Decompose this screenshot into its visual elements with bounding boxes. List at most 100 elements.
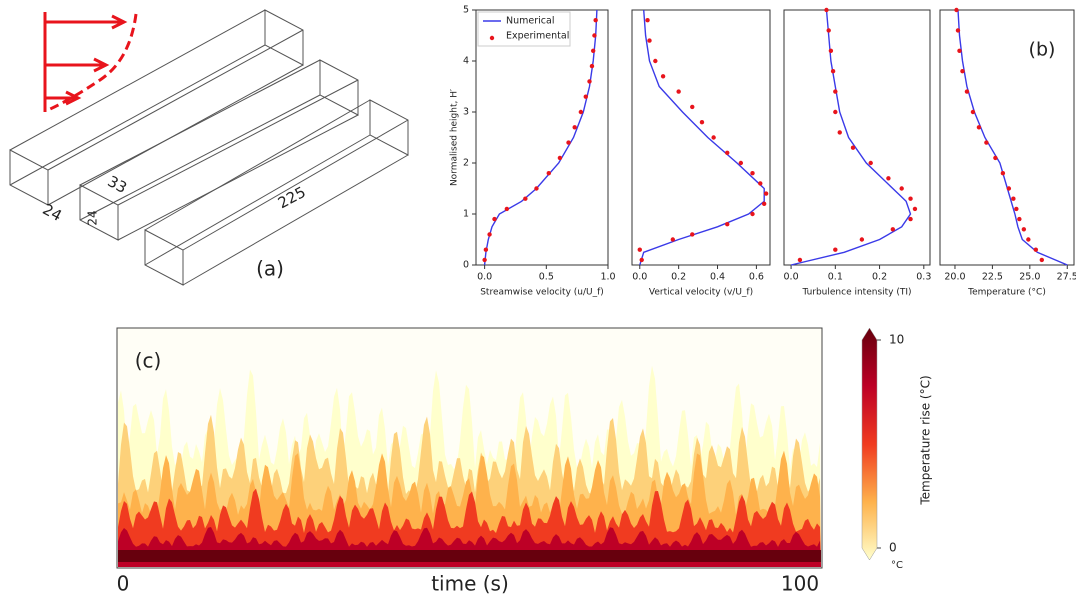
x-tick-label: 0.1 <box>828 272 843 283</box>
data-point <box>699 120 705 125</box>
data-point <box>890 227 896 232</box>
box-edge <box>182 119 409 251</box>
data-point <box>487 232 492 237</box>
data-point <box>653 58 658 64</box>
data-point <box>912 206 918 212</box>
legend-label: Numerical <box>506 16 554 27</box>
data-point <box>1033 247 1039 252</box>
data-point <box>960 69 965 74</box>
data-point <box>593 18 598 23</box>
data-point <box>1039 257 1045 263</box>
data-point <box>797 257 803 263</box>
inflow-profile <box>43 12 138 112</box>
data-point <box>886 176 891 181</box>
data-point <box>492 216 497 222</box>
data-point <box>850 145 856 150</box>
data-point <box>592 33 597 38</box>
panel-label: (b) <box>1029 39 1056 61</box>
y-tick-label: 2 <box>463 158 469 169</box>
y-tick-label: 5 <box>463 5 469 16</box>
plot-frame <box>939 9 1075 266</box>
y-tick-label: 1 <box>463 209 469 220</box>
x-tick-label: 20.0 <box>944 272 965 283</box>
x-tick-label: 0.0 <box>477 272 492 283</box>
colorbar-unit: °C <box>891 560 903 571</box>
box-face <box>319 59 359 116</box>
data-point <box>725 222 730 227</box>
data-point <box>639 257 644 263</box>
y-tick-label: 3 <box>463 107 469 118</box>
box-face <box>369 99 409 156</box>
x-tick-label: 0.0 <box>784 272 799 283</box>
data-point <box>1026 237 1031 242</box>
profile-line <box>790 9 912 266</box>
x-tick-label: 22.5 <box>982 272 1003 283</box>
data-point <box>572 125 577 130</box>
data-point <box>557 155 563 161</box>
box-edge <box>117 79 359 206</box>
data-point <box>964 89 970 94</box>
data-point <box>738 160 744 166</box>
profile-line <box>483 9 598 266</box>
box-edge <box>79 94 321 221</box>
data-point <box>711 135 716 140</box>
profile-curve <box>47 13 138 112</box>
panel-label: (a) <box>256 257 284 281</box>
x-tick-label: 0.0 <box>632 272 647 283</box>
data-point <box>833 247 838 252</box>
data-point <box>647 38 652 43</box>
data-point <box>984 140 989 145</box>
data-point <box>833 89 838 94</box>
box-face <box>144 229 184 286</box>
data-point <box>763 191 769 196</box>
x-tick-label: 0.4 <box>710 272 725 283</box>
data-point <box>676 89 681 94</box>
x-tick-label: 0.6 <box>749 272 764 283</box>
y-axis-label: Normalised height, H′ <box>450 89 460 186</box>
colorbar-tick-label: 10 <box>889 333 904 347</box>
panel-label: (c) <box>135 349 162 373</box>
box-edge <box>144 134 371 266</box>
data-point <box>758 181 763 186</box>
colorbar <box>861 327 878 561</box>
panel-a: 24 24 33 225 (a) <box>9 9 409 286</box>
box-edge <box>144 99 371 231</box>
x-tick-label: 25.0 <box>1019 272 1040 283</box>
data-point <box>566 140 571 145</box>
colorbar-label: Temperature rise (°C) <box>919 375 933 505</box>
dimension-label: 24 <box>40 200 65 225</box>
data-point <box>546 171 551 176</box>
data-point <box>993 155 998 161</box>
data-point <box>589 63 595 69</box>
x-tick-label: 0 <box>117 572 130 596</box>
y-tick-label: 4 <box>463 56 469 67</box>
data-point <box>670 237 676 242</box>
x-axis-label: Streamwise velocity (u/U_f) <box>480 288 604 298</box>
dimension-label: 24 <box>86 210 100 225</box>
data-point <box>690 232 695 237</box>
data-point <box>1000 171 1006 176</box>
data-point <box>955 28 961 33</box>
x-axis-label: Vertical velocity (v/U_f) <box>649 288 753 298</box>
box-edge <box>47 29 304 171</box>
channels <box>9 9 409 286</box>
plot-frame <box>475 9 609 266</box>
profile-line <box>957 9 1068 266</box>
data-point <box>1021 227 1027 232</box>
data-point <box>1014 206 1019 212</box>
data-point <box>828 48 834 53</box>
data-point <box>637 247 642 252</box>
data-point <box>578 109 584 115</box>
dimension-label: 33 <box>105 172 130 197</box>
box-edge <box>117 114 359 241</box>
data-point <box>976 125 982 130</box>
data-point <box>534 186 539 191</box>
data-point <box>954 7 959 13</box>
data-point <box>970 109 976 115</box>
data-point <box>504 206 510 212</box>
legend-marker <box>489 35 495 41</box>
data-point <box>761 201 767 206</box>
data-point <box>645 18 650 23</box>
x-tick-label: 0.2 <box>872 272 887 283</box>
